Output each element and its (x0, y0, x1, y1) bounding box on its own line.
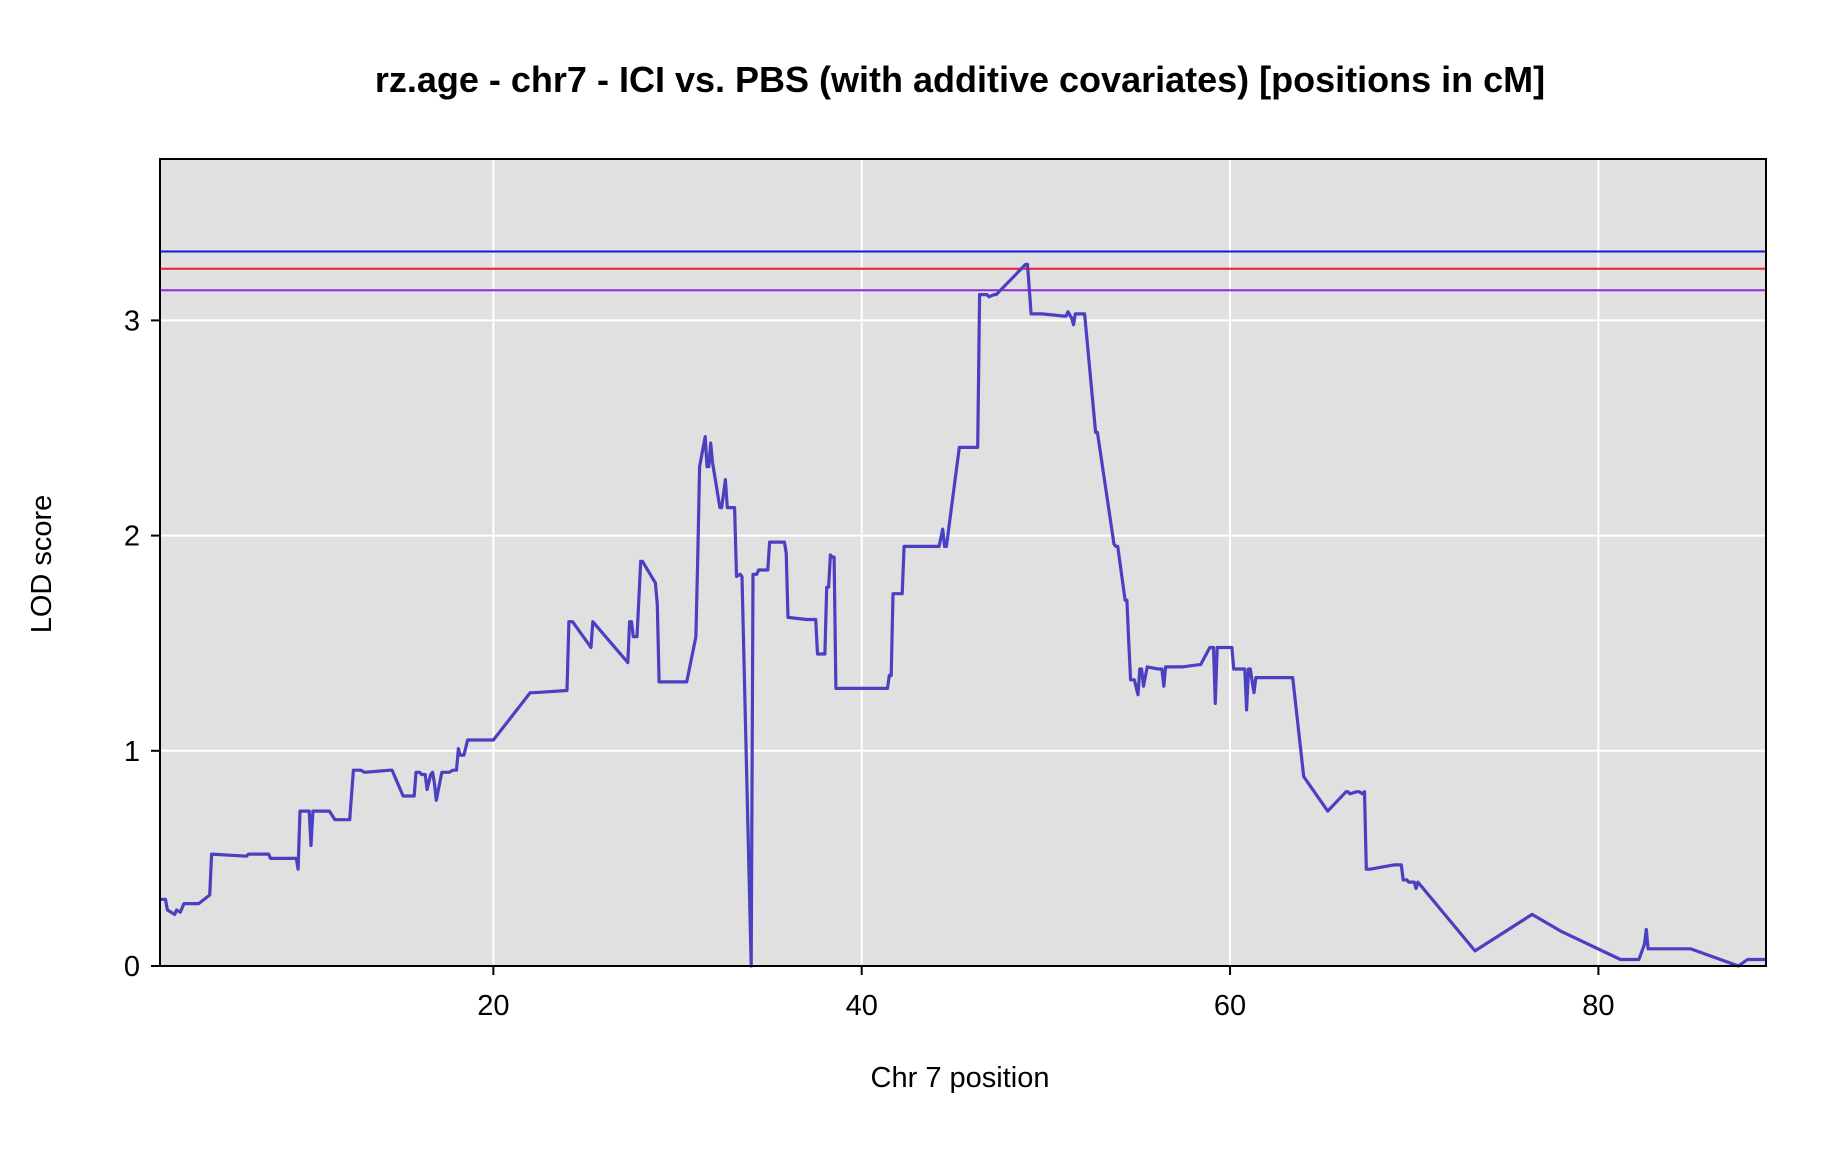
x-axis-label: Chr 7 position (871, 1062, 1050, 1094)
significance-thresholds (160, 250, 1766, 292)
lod-series-line (160, 262, 1766, 968)
y-axis-label: LOD score (26, 495, 58, 634)
plot-frame (159, 158, 1767, 967)
chart-title: rz.age - chr7 - ICI vs. PBS (with additi… (375, 59, 1545, 100)
y-tick-label: 2 (124, 521, 140, 553)
y-axis-ticks: 0 1 2 3 (124, 305, 160, 983)
y-tick-label: 0 (124, 951, 140, 983)
x-tick-label: 60 (1214, 990, 1246, 1022)
x-tick-label: 80 (1582, 990, 1614, 1022)
y-tick-label: 3 (124, 305, 140, 337)
plot-background (160, 159, 1766, 966)
x-tick-label: 20 (477, 990, 509, 1022)
x-tick-label: 40 (846, 990, 878, 1022)
x-axis-ticks: 20 40 60 80 (477, 966, 1615, 1022)
y-tick-label: 1 (124, 736, 140, 768)
series-layer (160, 262, 1766, 968)
